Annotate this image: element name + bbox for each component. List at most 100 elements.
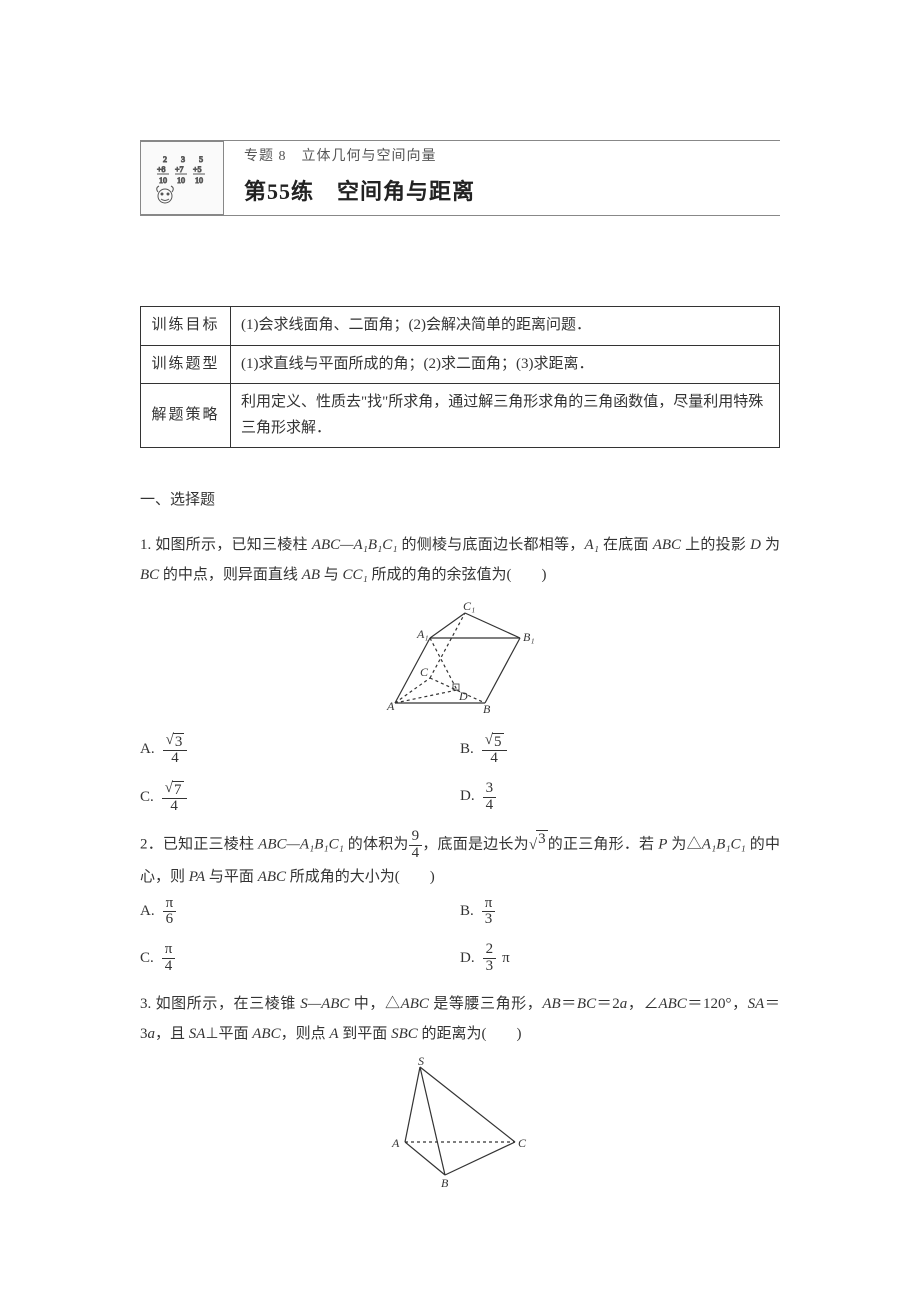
- q1-figure: A B C D A₁ B₁ C₁: [140, 598, 780, 727]
- question-1: 1. 如图所示，已知三棱柱 ABC—A₁B₁C₁ 的侧棱与底面边长都相等，A₁ …: [140, 530, 780, 590]
- q3-t3: 是等腰三角形，: [429, 996, 542, 1012]
- q2-p: P: [658, 837, 667, 853]
- q1-abc: ABC: [653, 537, 681, 553]
- q1-a-num: 3: [173, 733, 185, 751]
- choice-tag: A.: [140, 899, 155, 925]
- q2-t3: ，底面是边长为: [422, 837, 529, 853]
- choice-tag: B.: [460, 737, 474, 763]
- label-S: S: [418, 1057, 424, 1068]
- row-label: 训练题型: [141, 345, 231, 384]
- q1-ab: AB: [302, 567, 320, 583]
- q2-vol-den: 4: [409, 846, 423, 862]
- q1-t2: 的侧棱与底面边长都相等，: [397, 537, 584, 553]
- label-B1: B₁: [523, 630, 535, 644]
- q1-choice-c: C. 7 4: [140, 781, 460, 815]
- q3-tet: S—ABC: [300, 996, 349, 1012]
- label-A1: A₁: [416, 627, 429, 641]
- q2-choice-a: A. π 6: [140, 896, 460, 929]
- q2-vol-num: 9: [409, 829, 423, 846]
- q2-a-frac: π 6: [163, 896, 177, 929]
- q3-A: A: [329, 1026, 338, 1042]
- header-text: 专题 8 立体几何与空间向量 第55练 空间角与距离: [244, 141, 475, 215]
- q2-abc: ABC: [258, 869, 286, 885]
- q2-tri: A₁B₁C₁: [702, 837, 746, 853]
- q3-t7: ⊥平面: [205, 1026, 252, 1042]
- svg-text:2: 2: [163, 155, 167, 164]
- q2-t2: 的体积为: [344, 837, 409, 853]
- choice-tag: D.: [460, 784, 475, 810]
- q3-a2: a: [148, 1026, 156, 1042]
- q3-sbc: SBC: [391, 1026, 418, 1042]
- q1-a-den: 4: [168, 751, 182, 767]
- q3-t4: ，∠: [627, 996, 658, 1012]
- q3-t9: 到平面: [339, 1026, 392, 1042]
- q1-c-den: 4: [167, 799, 181, 815]
- q1-b-den: 4: [487, 751, 501, 767]
- exercise-title: 空间角与距离: [337, 179, 475, 204]
- q1-t3: 在底面: [599, 537, 653, 553]
- q2-b-frac: π 3: [482, 896, 496, 929]
- q2-b-num: π: [482, 896, 496, 913]
- q1-d-num: 3: [483, 781, 497, 798]
- choice-tag: A.: [140, 737, 155, 763]
- q2-choice-b: B. π 3: [460, 896, 780, 929]
- choice-tag: B.: [460, 899, 474, 925]
- q1-choices: A. 3 4 C. 7 4 B. 5 4 D. 3 4: [140, 733, 780, 816]
- question-3: 3. 如图所示，在三棱锥 S—ABC 中，△ABC 是等腰三角形，AB＝BC＝2…: [140, 989, 780, 1049]
- q3-t6: ，且: [155, 1026, 189, 1042]
- row-text: (1)会求线面角、二面角；(2)会解决简单的距离问题．: [231, 307, 780, 346]
- q2-t7: 与平面: [205, 869, 258, 885]
- label-A: A: [386, 699, 395, 713]
- topic-title: 立体几何与空间向量: [302, 149, 437, 164]
- label-C: C: [518, 1136, 527, 1150]
- topic-line: 专题 8 立体几何与空间向量: [244, 145, 475, 169]
- info-table: 训练目标 (1)会求线面角、二面角；(2)会解决简单的距离问题． 训练题型 (1…: [140, 306, 780, 448]
- q3-eq2: ＝2: [596, 996, 620, 1012]
- q1-b-num: 5: [492, 733, 504, 751]
- q1-t1: 1. 如图所示，已知三棱柱: [140, 537, 312, 553]
- q1-d-den: 4: [483, 798, 497, 814]
- table-row: 训练题型 (1)求直线与平面所成的角；(2)求二面角；(3)求距离．: [141, 345, 780, 384]
- table-row: 训练目标 (1)会求线面角、二面角；(2)会解决简单的距离问题．: [141, 307, 780, 346]
- choice-col-right: B. 5 4 D. 3 4: [460, 733, 780, 816]
- q1-choice-a: A. 3 4: [140, 733, 460, 767]
- q2-vol: 94: [409, 829, 423, 862]
- q3-figure: S A C B: [140, 1057, 780, 1196]
- question-2: 2．已知正三棱柱 ABC—A₁B₁C₁ 的体积为94，底面是边长为3的正三角形．…: [140, 829, 780, 892]
- row-label: 解题策略: [141, 384, 231, 448]
- q3-abc2: ABC: [252, 1026, 280, 1042]
- q1-prism: ABC—A₁B₁C₁: [312, 537, 398, 553]
- q2-side: 3: [529, 830, 548, 860]
- label-B: B: [483, 702, 491, 716]
- svg-text:5: 5: [199, 155, 203, 164]
- q3-eq1: ＝: [561, 996, 577, 1012]
- q2-a-num: π: [163, 896, 177, 913]
- label-A: A: [391, 1136, 400, 1150]
- q2-d-frac: 2 3: [483, 942, 497, 975]
- q2-d-suffix: π: [502, 946, 510, 972]
- q1-t6: 的中点，则异面直线: [159, 567, 302, 583]
- q1-bc: BC: [140, 567, 159, 583]
- q2-a-den: 6: [163, 912, 177, 928]
- header-icon-box: 2 3 5 +8 +7 +5 10 10 10: [140, 141, 224, 215]
- q2-side-rad: 3: [536, 830, 548, 848]
- section-heading: 一、选择题: [140, 488, 780, 514]
- choice-tag: C.: [140, 946, 154, 972]
- q3-t8: ，则点: [281, 1026, 330, 1042]
- q3-ab: AB: [542, 996, 560, 1012]
- svg-text:10: 10: [159, 176, 167, 185]
- q2-t8: 所成角的大小为( ): [286, 869, 435, 885]
- choice-col-left: A. π 6 C. π 4: [140, 896, 460, 975]
- q2-t5: 为△: [667, 837, 701, 853]
- choice-tag: C.: [140, 785, 154, 811]
- svg-text:+8: +8: [157, 165, 166, 174]
- q2-choices: A. π 6 C. π 4 B. π 3 D. 2 3: [140, 896, 780, 975]
- q3-t1: 3. 如图所示，在三棱锥: [140, 996, 300, 1012]
- q3-t2: 中，△: [349, 996, 400, 1012]
- q1-b-frac: 5 4: [482, 733, 507, 767]
- q3-bc: BC: [577, 996, 596, 1012]
- q2-c-den: 4: [162, 959, 176, 975]
- q2-prism: ABC—A₁B₁C₁: [258, 837, 344, 853]
- q1-t8: 所成的角的余弦值为( ): [368, 567, 547, 583]
- q3-abc: ABC: [401, 996, 429, 1012]
